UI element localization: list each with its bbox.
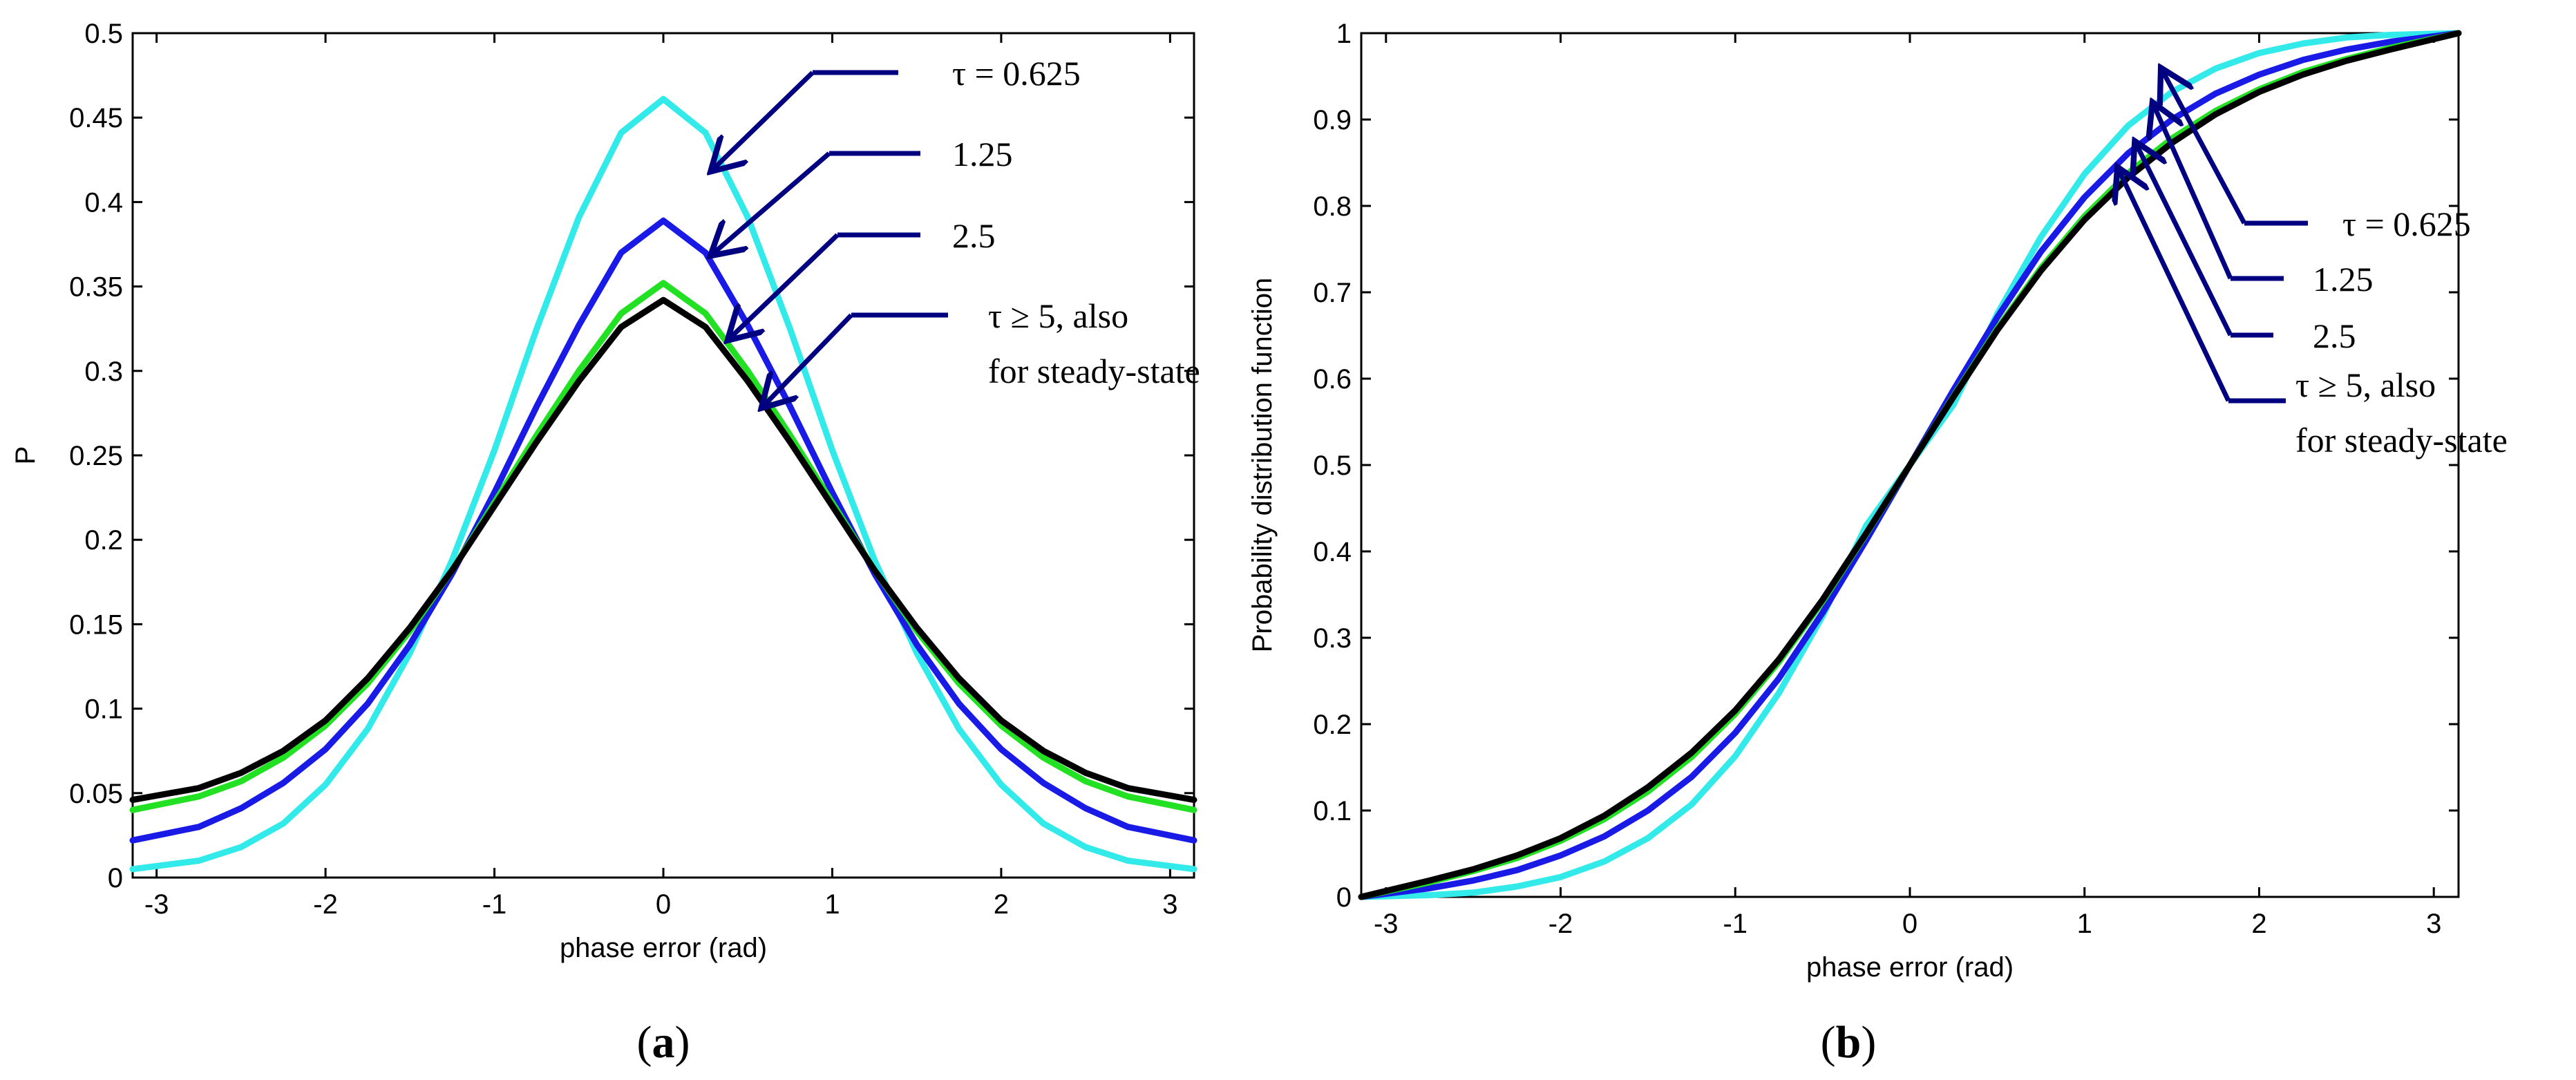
y-tick-label-b: 0.3 bbox=[1313, 623, 1352, 654]
annotation-label-a-0: τ = 0.625 bbox=[952, 54, 1081, 93]
y-tick-label-a: 0.5 bbox=[84, 19, 123, 49]
x-tick-label-b: -1 bbox=[1723, 909, 1748, 939]
series-line-a-2 bbox=[129, 280, 1197, 813]
y-tick-label-b: 0.9 bbox=[1313, 105, 1352, 135]
caption-letter-a: a bbox=[652, 1017, 675, 1068]
y-tick-label-b: 0 bbox=[1336, 882, 1352, 913]
annotation-label-b-3: for steady-state bbox=[2295, 421, 2508, 460]
x-tick-label-a: 0 bbox=[656, 889, 671, 920]
annotation-arrow-a-3 bbox=[765, 313, 853, 405]
annotation-arrow-a-0 bbox=[714, 70, 815, 169]
series-line-a-0 bbox=[129, 95, 1197, 873]
series-line-a-3 bbox=[129, 296, 1197, 804]
x-tick-label-a: 1 bbox=[824, 889, 840, 920]
x-tick-label-b: -3 bbox=[1374, 909, 1399, 939]
chart-panel-a: phase error (rad) P (a) -3 -2 -1 0 1 2 3 0 0.05 0… bbox=[10, 19, 1200, 1068]
x-axis-label-a: phase error (rad) bbox=[560, 933, 767, 963]
x-tick-label-a: -2 bbox=[313, 889, 338, 920]
y-tick-label-a: 0.3 bbox=[84, 357, 123, 387]
chart-panel-b: phase error (rad) Probability distributi… bbox=[1247, 19, 2508, 1068]
annotation-arrow-b-0 bbox=[2163, 72, 2247, 225]
y-tick-label-a: 0.05 bbox=[69, 779, 123, 809]
x-tick-label-a: 3 bbox=[1162, 889, 1177, 920]
y-tick-label-a: 0.15 bbox=[69, 609, 123, 640]
caption-b: (b) bbox=[1821, 1017, 1877, 1068]
y-tick-label-b: 0.2 bbox=[1313, 710, 1352, 740]
x-tick-label-b: 3 bbox=[2426, 909, 2441, 939]
annotation-arrow-b-1 bbox=[2154, 106, 2233, 280]
y-tick-label-b: 0.1 bbox=[1313, 796, 1352, 826]
annotation-label-a-3: τ ≥ 5, also bbox=[988, 296, 1128, 335]
annotation-arrow-b-3 bbox=[2119, 171, 2231, 402]
x-tick-label-b: 0 bbox=[1902, 909, 1917, 939]
series-line-a-1 bbox=[129, 217, 1197, 844]
y-tick-label-a: 0.25 bbox=[69, 441, 123, 471]
y-tick-label-a: 0.45 bbox=[69, 103, 123, 133]
y-tick-label-b: 1 bbox=[1336, 19, 1352, 49]
annotation-label-b-0: τ = 0.625 bbox=[2342, 205, 2471, 243]
y-tick-label-a: 0.35 bbox=[69, 272, 123, 303]
y-tick-label-a: 0.2 bbox=[84, 525, 123, 556]
y-axis-label-a: P bbox=[10, 446, 41, 465]
annotation-label-a-2: 2.5 bbox=[952, 216, 996, 255]
y-tick-label-b: 0.7 bbox=[1313, 278, 1352, 308]
annotation-arrow-a-1 bbox=[714, 151, 831, 253]
annotation-label-b-2: 2.5 bbox=[2313, 316, 2356, 355]
x-tick-label-a: -1 bbox=[482, 889, 507, 920]
y-tick-label-a: 0.1 bbox=[84, 694, 123, 725]
y-tick-label-b: 0.8 bbox=[1313, 191, 1352, 222]
x-tick-label-a: 2 bbox=[994, 889, 1009, 920]
y-axis-label-b: Probability distribution function bbox=[1247, 278, 1278, 653]
x-tick-label-b: -2 bbox=[1549, 909, 1573, 939]
y-tick-label-a: 0.4 bbox=[84, 187, 123, 218]
caption-a: (a) bbox=[637, 1017, 690, 1068]
y-tick-label-b: 0.6 bbox=[1313, 364, 1352, 395]
x-tick-label-b: 2 bbox=[2251, 909, 2266, 939]
annotation-label-b-3: τ ≥ 5, also bbox=[2295, 366, 2436, 404]
y-tick-label-b: 0.4 bbox=[1313, 537, 1352, 567]
annotation-label-a-1: 1.25 bbox=[952, 135, 1013, 173]
caption-letter-b: b bbox=[1836, 1017, 1862, 1068]
x-tick-label-a: -3 bbox=[144, 889, 169, 920]
series-line-b-3 bbox=[1358, 30, 2462, 900]
annotation-arrow-a-2 bbox=[731, 233, 840, 337]
y-tick-label-a: 0 bbox=[108, 863, 123, 893]
annotation-label-a-3: for steady-state bbox=[988, 352, 1200, 390]
x-axis-label-b: phase error (rad) bbox=[1806, 952, 2014, 983]
y-tick-label-b: 0.5 bbox=[1313, 451, 1352, 481]
annotation-label-b-1: 1.25 bbox=[2313, 260, 2374, 299]
annotation-arrow-b-2 bbox=[2137, 146, 2233, 337]
x-tick-label-b: 1 bbox=[2077, 909, 2092, 939]
